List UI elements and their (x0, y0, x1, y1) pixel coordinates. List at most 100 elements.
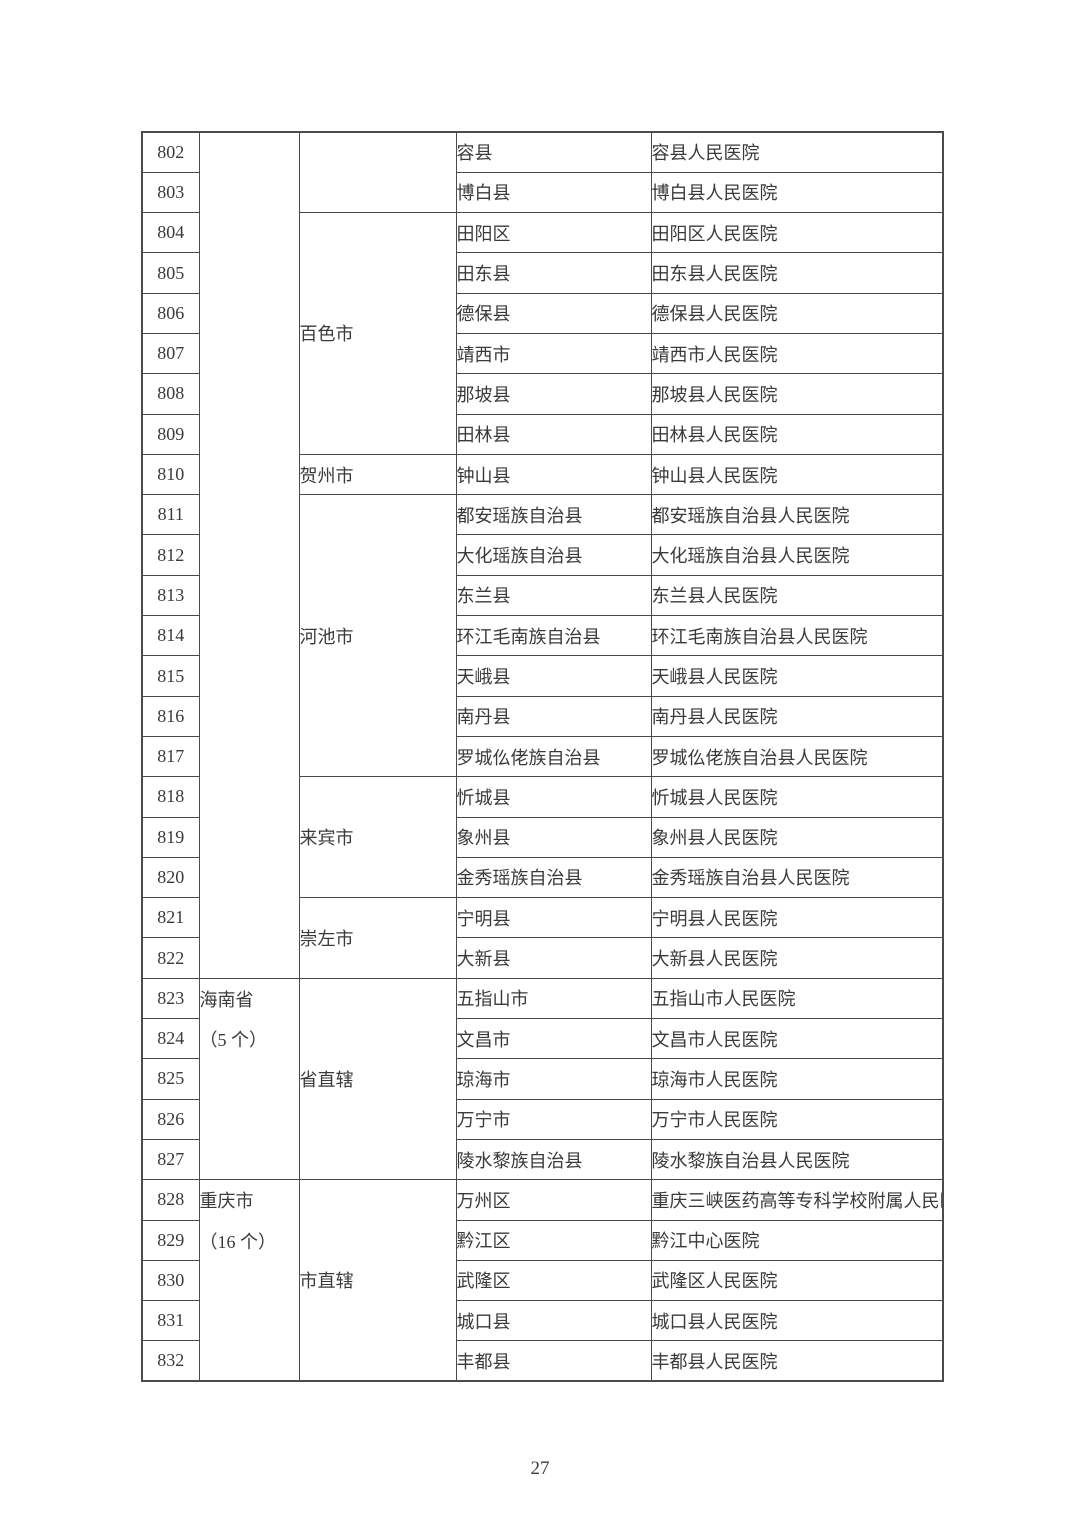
row-number-cell: 806 (141, 292, 200, 334)
county-cell: 容县 (455, 131, 652, 173)
row-number-cell: 807 (141, 332, 200, 375)
hospital-cell: 南丹县人民医院 (650, 695, 944, 737)
row-number-cell: 827 (141, 1138, 200, 1181)
row-number-cell: 831 (141, 1300, 200, 1342)
hospital-cell: 陵水黎族自治县人民医院 (650, 1138, 944, 1181)
hospital-cell: 丰都县人民医院 (650, 1340, 944, 1382)
county-cell: 田东县 (455, 252, 652, 294)
table-row: 808 那坡县 那坡县人民医院 (141, 373, 944, 415)
table-row: 825 琼海市 琼海市人民医院 (141, 1058, 944, 1100)
hospital-cell: 那坡县人民医院 (650, 373, 944, 415)
county-cell: 宁明县 (455, 897, 652, 939)
county-cell: 田阳区 (455, 212, 652, 254)
hospital-cell: 容县人民医院 (650, 131, 944, 173)
row-number-cell: 805 (141, 252, 200, 294)
hospital-cell: 文昌市人民医院 (650, 1018, 944, 1060)
hospital-cell: 大新县人民医院 (650, 937, 944, 979)
row-number-cell: 830 (141, 1259, 200, 1302)
row-number-cell: 819 (141, 816, 200, 858)
table-row: 817 罗城仫佬族自治县 罗城仫佬族自治县人民医院 (141, 735, 944, 778)
hospital-cell: 田东县人民医院 (650, 252, 944, 294)
county-cell: 万州区 (455, 1179, 652, 1221)
table-row: 829 黔江区 黔江中心医院 (141, 1219, 944, 1261)
row-number-cell: 815 (141, 655, 200, 697)
table-row: 818 来宾市 忻城县 忻城县人民医院 (141, 776, 944, 899)
table-row: 827 陵水黎族自治县 陵水黎族自治县人民医院 (141, 1138, 944, 1181)
row-number-cell: 812 (141, 534, 200, 576)
county-cell: 琼海市 (455, 1058, 652, 1100)
hospital-cell: 环江毛南族自治县人民医院 (650, 615, 944, 657)
hospital-cell: 忻城县人民医院 (650, 776, 944, 818)
province-cell-blank (198, 131, 300, 979)
row-number-cell: 814 (141, 615, 200, 657)
row-number-cell: 816 (141, 695, 200, 737)
hospital-cell: 东兰县人民医院 (650, 574, 944, 617)
province-cell-chongqing: 重庆市 （16 个） (198, 1179, 300, 1382)
row-number-cell: 820 (141, 856, 200, 899)
hospital-cell: 钟山县人民医院 (650, 453, 944, 496)
county-cell: 大化瑶族自治县 (455, 534, 652, 576)
table-row: 822 大新县 大新县人民医院 (141, 937, 944, 979)
county-cell: 丰都县 (455, 1340, 652, 1382)
table-row: 831 城口县 城口县人民医院 (141, 1300, 944, 1342)
county-cell: 博白县 (455, 171, 652, 214)
province-name: 重庆市 (199, 1191, 254, 1212)
row-number-cell: 813 (141, 574, 200, 617)
table-row: 832 丰都县 丰都县人民医院 (141, 1340, 944, 1382)
row-number-cell: 832 (141, 1340, 200, 1382)
table-row: 803 博白县 博白县人民医院 (141, 171, 944, 214)
hospital-cell: 博白县人民医院 (650, 171, 944, 214)
hospital-cell: 五指山市人民医院 (650, 977, 944, 1020)
hospital-cell: 靖西市人民医院 (650, 332, 944, 375)
province-count: （16 个） (199, 1231, 276, 1252)
hospital-cell: 琼海市人民医院 (650, 1058, 944, 1100)
city-cell-blank (298, 131, 457, 214)
city-cell-municipal-direct: 市直辖 (298, 1179, 457, 1382)
hospital-cell: 都安瑶族自治县人民医院 (650, 494, 944, 536)
city-cell-hezhou: 贺州市 (298, 453, 457, 496)
hospital-cell: 黔江中心医院 (650, 1219, 944, 1261)
hospital-cell: 象州县人民医院 (650, 816, 944, 858)
table-row: 821 崇左市 宁明县 宁明县人民医院 (141, 897, 944, 979)
table-row: 809 田林县 田林县人民医院 (141, 413, 944, 455)
hospital-cell: 田林县人民医院 (650, 413, 944, 455)
row-number-cell: 811 (141, 494, 200, 536)
province-count: （5 个） (199, 1030, 267, 1051)
hospital-cell: 武隆区人民医院 (650, 1259, 944, 1302)
table-row: 804 百色市 田阳区 田阳区人民医院 (141, 212, 944, 455)
city-cell-laibin: 来宾市 (298, 776, 457, 899)
table-row: 826 万宁市 万宁市人民医院 (141, 1098, 944, 1140)
hospital-cell: 罗城仫佬族自治县人民医院 (650, 735, 944, 778)
county-cell: 田林县 (455, 413, 652, 455)
county-cell: 环江毛南族自治县 (455, 615, 652, 657)
table-row: 802 容县 容县人民医院 (141, 131, 944, 979)
county-cell: 德保县 (455, 292, 652, 334)
county-cell: 钟山县 (455, 453, 652, 496)
row-number-cell: 817 (141, 735, 200, 778)
row-number-cell: 804 (141, 212, 200, 254)
row-number-cell: 803 (141, 171, 200, 214)
county-cell: 武隆区 (455, 1259, 652, 1302)
row-number-cell: 821 (141, 897, 200, 939)
county-cell: 金秀瑶族自治县 (455, 856, 652, 899)
county-cell: 五指山市 (455, 977, 652, 1020)
hospital-cell: 重庆三峡医药高等专科学校附属人民医院 (650, 1179, 944, 1221)
county-cell: 罗城仫佬族自治县 (455, 735, 652, 778)
row-number-cell: 802 (141, 131, 200, 173)
county-cell: 文昌市 (455, 1018, 652, 1060)
county-cell: 忻城县 (455, 776, 652, 818)
county-cell: 南丹县 (455, 695, 652, 737)
province-cell-hainan: 海南省 （5 个） (198, 977, 300, 1181)
city-cell-hechi: 河池市 (298, 494, 457, 778)
province-name: 海南省 (199, 989, 254, 1010)
county-cell: 天峨县 (455, 655, 652, 697)
county-cell: 陵水黎族自治县 (455, 1138, 652, 1181)
county-cell: 象州县 (455, 816, 652, 858)
row-number-cell: 826 (141, 1098, 200, 1140)
county-cell: 黔江区 (455, 1219, 652, 1261)
row-number-cell: 824 (141, 1018, 200, 1060)
hospital-cell: 天峨县人民医院 (650, 655, 944, 697)
hospital-cell: 宁明县人民医院 (650, 897, 944, 939)
row-number-cell: 828 (141, 1179, 200, 1221)
row-number-cell: 825 (141, 1058, 200, 1100)
